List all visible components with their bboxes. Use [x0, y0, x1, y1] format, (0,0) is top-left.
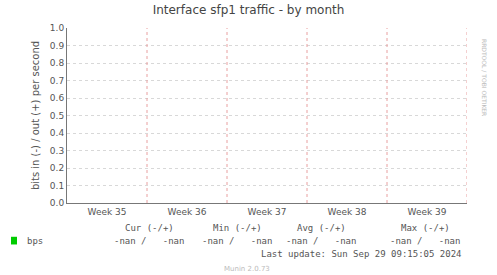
svg-text:0.0: 0.0 — [50, 198, 65, 208]
svg-text:Week 35: Week 35 — [88, 207, 127, 217]
svg-text:0.2: 0.2 — [50, 163, 64, 173]
svg-text:Week 38: Week 38 — [328, 207, 367, 217]
svg-text:-nan / -nan: -nan / -nan — [202, 236, 272, 246]
svg-text:bps: bps — [27, 236, 43, 246]
svg-text:-nan / -nan: -nan / -nan — [390, 236, 460, 246]
svg-text:1.0: 1.0 — [50, 23, 65, 33]
svg-text:0.9: 0.9 — [50, 41, 65, 51]
svg-text:Cur (-/+): Cur (-/+) — [125, 223, 174, 233]
svg-text:Interface sfp1 traffic - by mo: Interface sfp1 traffic - by month — [153, 3, 345, 17]
svg-text:Week 36: Week 36 — [168, 207, 207, 217]
svg-text:Munin 2.0.73: Munin 2.0.73 — [224, 265, 270, 273]
svg-text:Week 37: Week 37 — [248, 207, 287, 217]
svg-text:Min (-/+): Min (-/+) — [213, 223, 262, 233]
svg-text:-nan / -nan: -nan / -nan — [114, 236, 184, 246]
svg-text:Max (-/+): Max (-/+) — [401, 223, 450, 233]
svg-text:0.1: 0.1 — [50, 181, 64, 191]
svg-text:bits in (-) / out (+) per seco: bits in (-) / out (+) per second — [30, 41, 41, 190]
svg-text:0.3: 0.3 — [50, 146, 64, 156]
svg-text:0.5: 0.5 — [50, 111, 64, 121]
svg-text:Week 39: Week 39 — [408, 207, 447, 217]
svg-text:0.7: 0.7 — [50, 76, 64, 86]
svg-text:0.6: 0.6 — [50, 93, 65, 103]
svg-text:Avg (-/+): Avg (-/+) — [297, 223, 346, 233]
svg-text:0.8: 0.8 — [50, 58, 65, 68]
svg-text:0.4: 0.4 — [50, 128, 65, 138]
svg-text:Last update: Sun Sep 29 09:15:: Last update: Sun Sep 29 09:15:05 2024 — [261, 249, 461, 259]
svg-text:-nan / -nan: -nan / -nan — [286, 236, 356, 246]
svg-text:RRDTOOL / TOBI OETIKER: RRDTOOL / TOBI OETIKER — [481, 39, 488, 116]
